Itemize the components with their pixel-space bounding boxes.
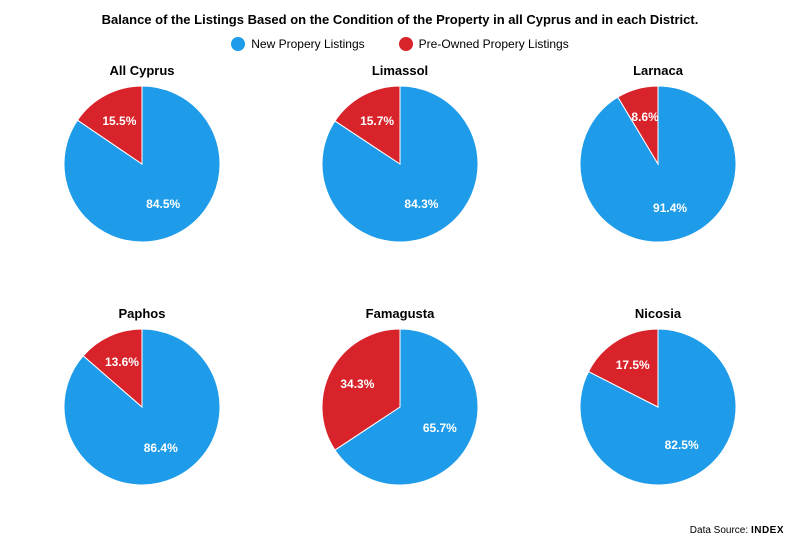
legend-swatch-new — [231, 37, 245, 51]
pct-label-preowned: 34.3% — [340, 377, 374, 391]
pie-chart — [320, 327, 480, 487]
pie-chart — [320, 84, 480, 244]
chart-container: Balance of the Listings Based on the Con… — [0, 0, 800, 542]
pie-cell: All Cyprus 15.5% 84.5% — [18, 63, 266, 292]
pie-cell: Larnaca 8.6% 91.4% — [534, 63, 782, 292]
pie-wrap: 15.7% 84.3% — [320, 84, 480, 244]
pct-label-preowned: 17.5% — [616, 358, 650, 372]
legend: New Propery Listings Pre-Owned Propery L… — [18, 37, 782, 51]
legend-item-new: New Propery Listings — [231, 37, 364, 51]
pct-label-new: 84.5% — [146, 197, 180, 211]
pie-wrap: 15.5% 84.5% — [62, 84, 222, 244]
pie-cell: Paphos 13.6% 86.4% — [18, 306, 266, 535]
pct-label-preowned: 13.6% — [105, 355, 139, 369]
pie-title: Paphos — [119, 306, 166, 321]
pie-title: Nicosia — [635, 306, 681, 321]
legend-label-preowned: Pre-Owned Propery Listings — [419, 37, 569, 51]
legend-label-new: New Propery Listings — [251, 37, 364, 51]
source-prefix: Data Source: — [690, 525, 748, 536]
pie-title: All Cyprus — [109, 63, 174, 78]
data-source: Data Source: INDEX — [690, 525, 784, 536]
pie-cell: Nicosia 17.5% 82.5% — [534, 306, 782, 535]
pie-wrap: 34.3% 65.7% — [320, 327, 480, 487]
pie-title: Larnaca — [633, 63, 683, 78]
pct-label-new: 65.7% — [423, 421, 457, 435]
pie-wrap: 8.6% 91.4% — [578, 84, 738, 244]
pct-label-preowned: 15.5% — [102, 114, 136, 128]
pie-cell: Famagusta 34.3% 65.7% — [276, 306, 524, 535]
pie-chart — [578, 84, 738, 244]
pie-title: Famagusta — [366, 306, 435, 321]
pct-label-new: 82.5% — [665, 438, 699, 452]
pie-chart — [62, 327, 222, 487]
pct-label-new: 86.4% — [144, 441, 178, 455]
legend-item-preowned: Pre-Owned Propery Listings — [399, 37, 569, 51]
pie-chart — [578, 327, 738, 487]
main-title: Balance of the Listings Based on the Con… — [18, 12, 782, 27]
legend-swatch-preowned — [399, 37, 413, 51]
pie-wrap: 13.6% 86.4% — [62, 327, 222, 487]
pie-wrap: 17.5% 82.5% — [578, 327, 738, 487]
pie-cell: Limassol 15.7% 84.3% — [276, 63, 524, 292]
pie-title: Limassol — [372, 63, 428, 78]
pct-label-preowned: 8.6% — [631, 110, 658, 124]
pie-grid: All Cyprus 15.5% 84.5% Limassol 15.7% 84.3% La… — [18, 63, 782, 534]
source-brand: INDEX — [751, 525, 784, 536]
pct-label-new: 84.3% — [404, 197, 438, 211]
pct-label-preowned: 15.7% — [360, 114, 394, 128]
pie-chart — [62, 84, 222, 244]
pct-label-new: 91.4% — [653, 201, 687, 215]
